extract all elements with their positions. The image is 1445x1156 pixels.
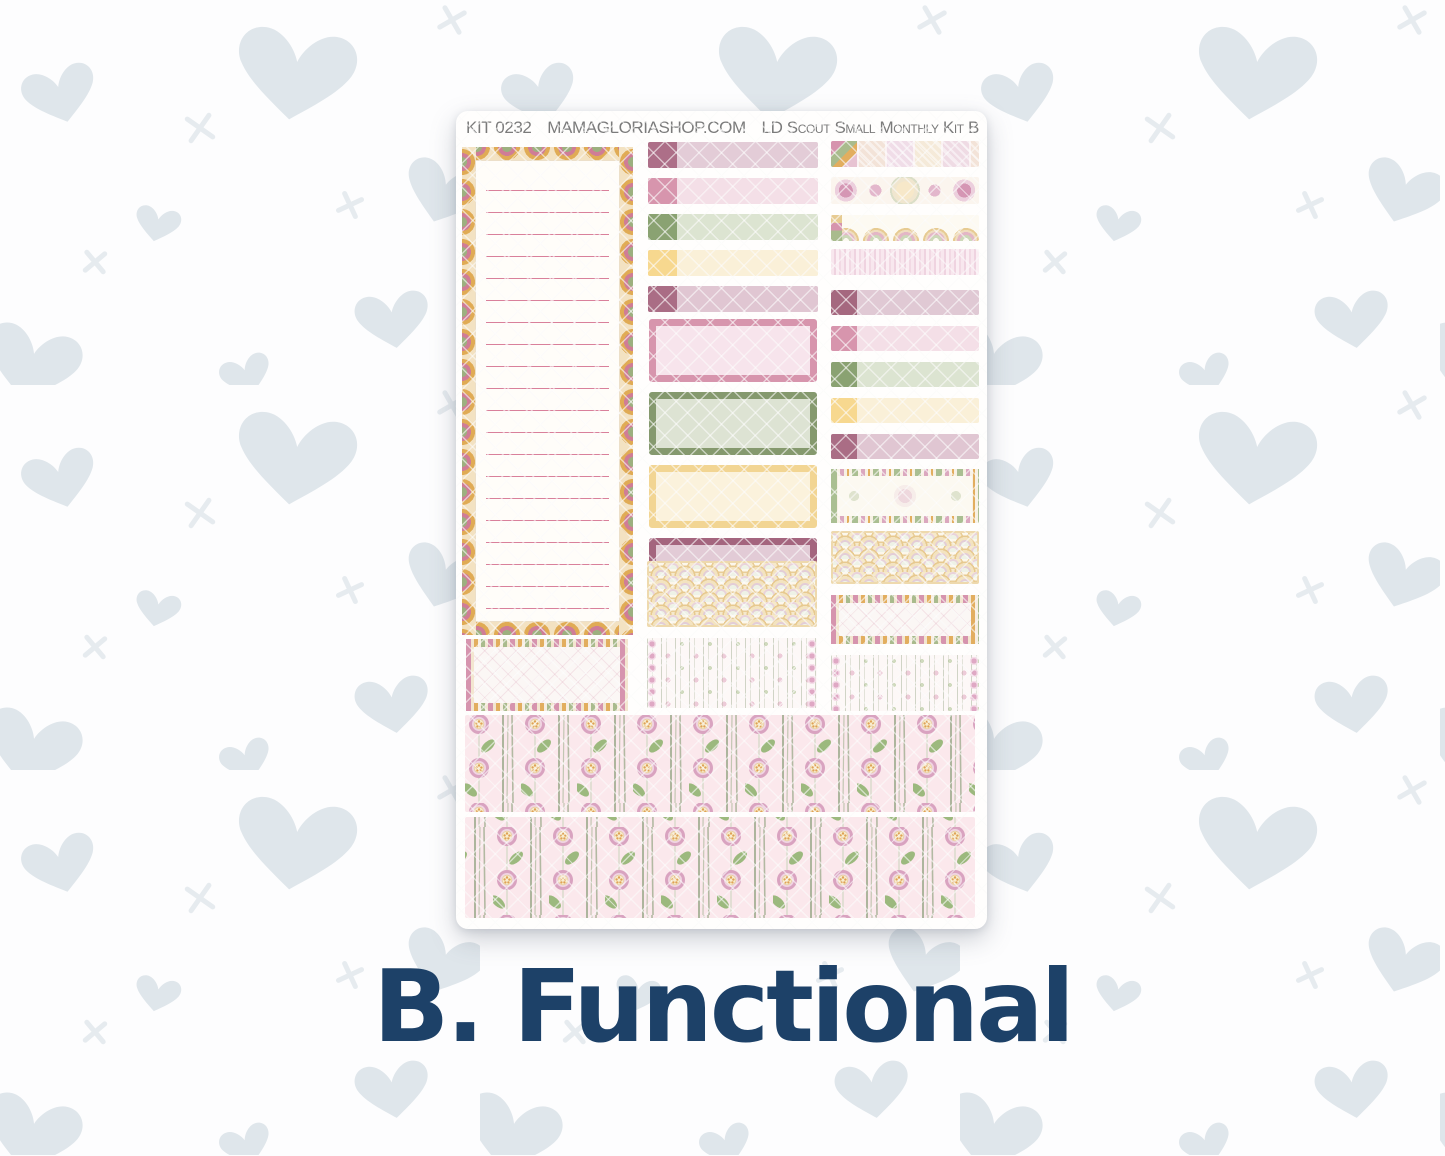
flower-washi-strip-1 [465,715,975,812]
half-box-strip-group [648,142,818,322]
floral-border-box-sticker [831,469,979,523]
rainbow-washi-strip [831,215,979,241]
half-box-strip [831,362,979,387]
half-box-strip [648,142,818,168]
half-box-strip [831,290,979,315]
strip-square [831,290,857,315]
ruled-lines [486,169,609,617]
strip-fill [677,214,818,240]
half-box-strip [648,286,818,312]
notes-area [475,160,620,622]
strip-square [648,214,677,240]
strip-fill [677,250,818,276]
strip-fill [857,290,979,315]
arch-border-top [462,147,633,161]
flower-washi-strip-2 [465,817,975,918]
quilt-box-sticker [466,639,628,711]
outline-box-sticker [649,465,817,528]
floral-stripe-box-sticker [647,638,817,708]
scallop-pattern-box-sticker [647,561,817,627]
outline-box-sticker [649,319,817,382]
strip-fill [677,178,818,204]
strip-square [831,326,857,351]
strip-fill [677,142,818,168]
quilt-box-sticker [831,595,979,644]
strip-fill [857,326,979,351]
half-box-strip [831,434,979,459]
strip-fill [857,434,979,459]
strip-square [648,286,677,312]
strip-square [831,398,857,423]
strip-fill [677,286,818,312]
strip-fill [857,362,979,387]
half-box-strip-group [831,290,979,470]
half-box-strip [648,214,818,240]
half-box-strip [648,178,818,204]
damask-washi-strip [831,177,979,204]
scallop-pattern-box-sticker [831,531,979,584]
strip-square [831,434,857,459]
stripe-washi-strip [831,249,979,275]
arch-border-left [462,147,476,635]
notes-box-sticker [462,147,633,635]
half-box-strip [831,326,979,351]
half-box-strip [831,398,979,423]
strip-fill [857,398,979,423]
half-box-strip [648,250,818,276]
strip-square [648,178,677,204]
outline-box-sticker [649,392,817,455]
sticker-sheet: KIT 0232 MAMAGLORIASHOP.COM LD Scout Sma… [456,111,987,929]
arch-border-bottom [462,621,633,635]
flower-grid-box-sticker [831,655,979,711]
caption-text: B. Functional [373,948,1075,1065]
strip-square [648,142,677,168]
strip-square [831,362,857,387]
strip-square [648,250,677,276]
arch-border-right [619,147,633,635]
quilt-washi-strip [831,141,979,167]
